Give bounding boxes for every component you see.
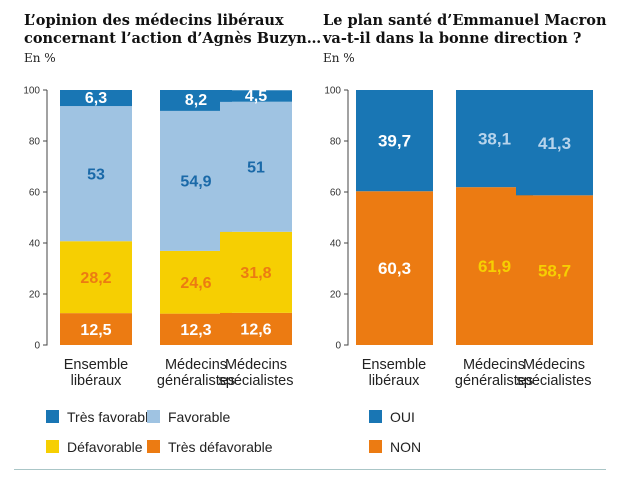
legend-swatch — [147, 410, 160, 423]
x-category-label: libéraux — [369, 373, 421, 389]
data-label-tres-favorable: 4,5 — [245, 88, 267, 105]
bar-segment-oui — [516, 90, 593, 196]
bar-segment-oui — [356, 90, 433, 192]
data-label-defavorable: 31,8 — [240, 265, 271, 282]
bar-segment-non — [356, 191, 433, 345]
chart-title-line-1: Le plan santé d’Emmanuel Macron — [323, 12, 607, 29]
x-category-label: libéraux — [71, 373, 123, 389]
data-label-non: 61,9 — [478, 257, 511, 276]
legend-label: Très favorable — [67, 409, 156, 425]
bar-segment-favorable — [60, 106, 132, 242]
x-category-label: spécialistes — [517, 373, 592, 389]
bottom-divider — [14, 469, 606, 470]
chart-title-line-1: L’opinion des médecins libéraux — [24, 12, 284, 29]
data-label-defavorable: 28,2 — [80, 270, 111, 287]
chart-title-line-2: va-t-il dans la bonne direction ? — [323, 30, 582, 47]
data-label-tres-favorable: 8,2 — [185, 92, 207, 109]
x-category-label: Ensemble — [362, 357, 426, 373]
data-label-oui: 38,1 — [478, 130, 511, 149]
data-label-defavorable: 24,6 — [180, 275, 211, 292]
bar-segment-defavorable — [220, 231, 292, 313]
chart-title: L’opinion des médecins libéraux concerna… — [24, 12, 321, 48]
x-category-label: Médecins — [165, 357, 227, 373]
data-label-tres-favorable: 6,3 — [85, 90, 107, 107]
y-tick-label: 20 — [29, 290, 41, 301]
x-category-label: Ensemble — [64, 357, 128, 373]
y-tick-label: 60 — [29, 188, 41, 199]
bar-segment-tres-defavorable — [220, 312, 292, 345]
legend-label: NON — [390, 439, 422, 455]
data-label-favorable: 53 — [87, 166, 105, 183]
legend-swatch — [369, 410, 382, 423]
y-tick-label: 100 — [24, 86, 40, 97]
data-label-oui: 41,3 — [538, 134, 571, 153]
bar-segment-defavorable — [60, 241, 132, 314]
legend-swatch — [369, 440, 382, 453]
y-tick-label: 100 — [324, 86, 341, 97]
bar-segment-tres-favorable — [220, 90, 292, 102]
y-tick-label: 0 — [34, 341, 40, 352]
legend-swatch — [46, 440, 59, 453]
legend-label: Favorable — [168, 409, 231, 425]
bar-segment-non — [516, 195, 593, 345]
chart-title-line-2: concernant l’action d’Agnès Buzyn… — [24, 30, 322, 47]
y-tick-label: 40 — [330, 239, 342, 250]
data-label-tres-defavorable: 12,6 — [240, 322, 271, 339]
data-label-tres-defavorable: 12,3 — [180, 322, 211, 339]
x-category-label: généralistes — [455, 373, 533, 389]
chart-buzyn: 0 20 40 60 80 100 12,5 28,2 53 6,3 Ensemblelibérau… — [24, 86, 294, 390]
x-category-label: Médecins — [463, 357, 525, 373]
x-category-label: Médecins — [225, 357, 287, 373]
bar-segment-tres-favorable — [60, 90, 132, 107]
bar-segment-tres-defavorable — [60, 313, 132, 345]
chart-panel-macron: Le plan santé d’Emmanuel Macron va-t-il … — [323, 0, 620, 460]
y-tick-label: 80 — [29, 137, 41, 148]
legend-label: Défavorable — [67, 439, 143, 455]
chart-title: Le plan santé d’Emmanuel Macron va-t-il … — [323, 12, 607, 48]
data-label-non: 58,7 — [538, 261, 571, 280]
legend-swatch — [46, 410, 59, 423]
data-label-favorable: 51 — [247, 160, 265, 177]
data-label-oui: 39,7 — [378, 132, 411, 151]
y-tick-label: 60 — [330, 188, 342, 199]
unit-label: En % — [323, 51, 355, 65]
unit-label: En % — [24, 51, 56, 65]
y-tick-label: 20 — [330, 290, 342, 301]
x-category-label: spécialistes — [219, 373, 294, 389]
data-label-favorable: 54,9 — [180, 174, 211, 191]
bar-segment-tres-favorable — [160, 90, 232, 111]
y-tick-label: 80 — [330, 137, 342, 148]
data-label-non: 60,3 — [378, 259, 411, 278]
legend-label: OUI — [390, 409, 415, 425]
y-tick-label: 0 — [335, 341, 341, 352]
x-category-label: Médecins — [523, 357, 585, 373]
x-category-label: généralistes — [157, 373, 235, 389]
chart-panel-buzyn: L’opinion des médecins libéraux concerna… — [24, 0, 324, 460]
y-tick-label: 40 — [29, 239, 41, 250]
bar-segment-favorable — [220, 101, 292, 232]
data-label-tres-defavorable: 12,5 — [80, 322, 111, 339]
legend-swatch — [147, 440, 160, 453]
legend-label: Très défavorable — [168, 439, 273, 455]
